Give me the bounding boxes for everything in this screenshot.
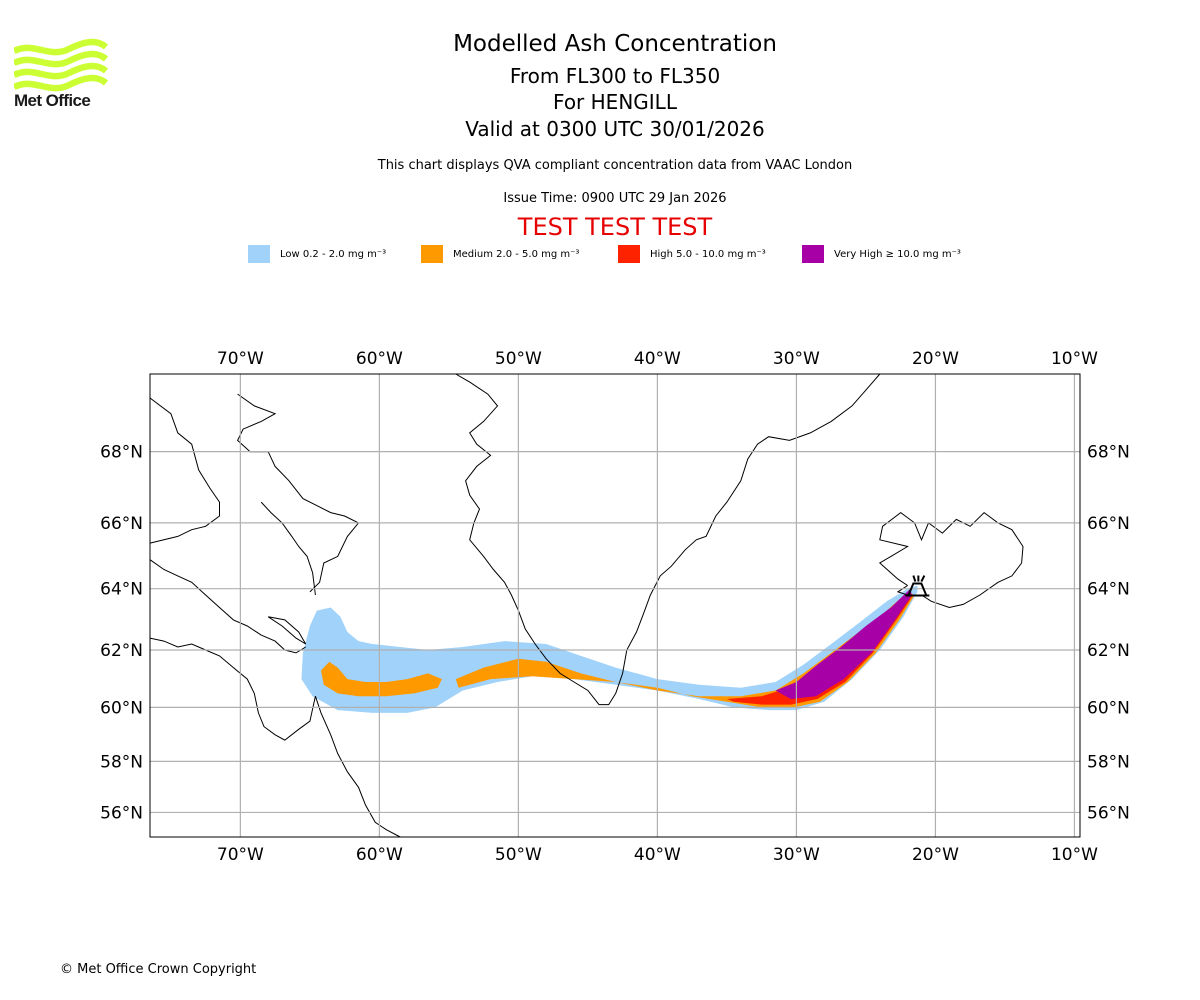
issue-time: Issue Time: 0900 UTC 29 Jan 2026 [503,191,727,206]
lon-tick-label: 50°W [495,845,542,865]
ash-region-very-high [775,588,912,699]
lon-tick-label: 10°W [1051,845,1098,865]
lon-tick-label: 70°W [217,845,264,865]
lon-tick-label: 40°W [634,349,681,369]
coastline [267,616,307,645]
met-office-logo-text: Met Office [14,91,91,110]
ash-plume [301,585,918,713]
lon-tick-label: 60°W [356,349,403,369]
map-frame [149,373,1081,838]
coastline [455,373,617,706]
volcano-name: For HENGILL [553,90,677,114]
lat-tick-label: 60°N [1087,698,1130,718]
ash-region-medium [321,661,442,697]
lon-tick-label: 10°W [1051,349,1098,369]
lat-tick-label: 56°N [1087,803,1130,823]
legend-item-very-high: Very High ≥ 10.0 mg m⁻³ [802,244,961,264]
legend-swatch-medium [421,245,443,263]
lon-tick-label: 50°W [495,349,542,369]
coastline [260,501,316,596]
legend-item-medium: Medium 2.0 - 5.0 mg m⁻³ [421,244,579,264]
lat-tick-label: 58°N [1087,752,1130,772]
lon-tick-label: 60°W [356,845,403,865]
legend-swatch-high [618,245,640,263]
coastline [149,559,306,654]
logo-wave [14,50,109,68]
legend-label-high: High 5.0 - 10.0 mg m⁻³ [650,248,766,260]
axis-tick-labels: 70°W 70°W 60°W 60°W 50°W 50°W 40°W 40°W 30°W 30°W… [100,349,1130,865]
lat-tick-label: 64°N [100,580,143,600]
lat-tick-label: 66°N [100,514,143,534]
flight-level-range: From FL300 to FL350 [509,64,721,88]
met-office-logo-icon [14,38,109,92]
ash-region-low [301,585,918,713]
chart-description: This chart displays QVA compliant concen… [377,158,853,173]
lat-tick-label: 56°N [100,803,143,823]
lat-tick-label: 68°N [100,443,143,463]
copyright-notice: © Met Office Crown Copyright [60,962,257,977]
legend-item-low: Low 0.2 - 2.0 mg m⁻³ [248,244,386,264]
volcano-icon [905,575,930,597]
coastline [878,511,1024,609]
lon-tick-label: 70°W [217,349,264,369]
test-banner: TEST TEST TEST [517,213,713,241]
coastline [236,393,360,593]
coastline [149,637,316,741]
lon-tick-label: 20°W [912,349,959,369]
coastline [615,373,881,694]
logo-wave [14,62,109,80]
chart-title: Modelled Ash Concentration [453,31,777,57]
lat-tick-label: 66°N [1087,514,1130,534]
valid-time: Valid at 0300 UTC 30/01/2026 [465,117,765,141]
lon-tick-label: 30°W [773,349,820,369]
graticule [150,374,1080,837]
lat-tick-label: 64°N [1087,580,1130,600]
lon-tick-label: 20°W [912,845,959,865]
lat-tick-label: 60°N [100,698,143,718]
legend-label-medium: Medium 2.0 - 5.0 mg m⁻³ [453,248,580,260]
legend-label-very-high: Very High ≥ 10.0 mg m⁻³ [834,248,961,260]
legend-swatch-very-high [802,245,824,263]
lat-tick-label: 62°N [100,641,143,661]
coastline [149,397,220,544]
logo-wave [14,38,109,56]
volcano-marker [905,575,930,597]
lat-tick-label: 62°N [1087,641,1130,661]
lon-tick-label: 40°W [634,845,681,865]
coastline [314,696,401,838]
legend-item-high: High 5.0 - 10.0 mg m⁻³ [618,244,766,264]
logo-wave [14,74,109,92]
ash-region-medium [455,591,915,708]
lat-tick-label: 68°N [1087,443,1130,463]
legend-swatch-low [248,245,270,263]
lon-tick-label: 30°W [773,845,820,865]
lat-tick-label: 58°N [100,752,143,772]
legend-label-low: Low 0.2 - 2.0 mg m⁻³ [280,248,387,260]
